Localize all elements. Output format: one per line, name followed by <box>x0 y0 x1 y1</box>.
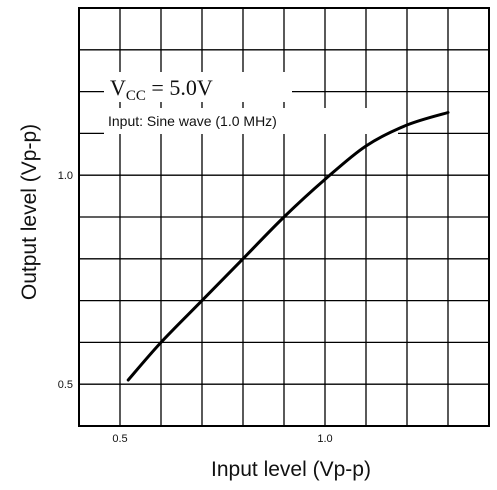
vcc-value: = 5.0V <box>146 75 213 100</box>
y-tick-labels: 0.5 1.0 <box>58 170 73 391</box>
input-condition-label: Input: Sine wave (1.0 MHz) <box>108 113 277 129</box>
plot-frame <box>78 7 490 427</box>
x-tick-label: 1.0 <box>317 433 332 445</box>
y-tick-label: 1.0 <box>58 170 73 182</box>
x-tick-label: 0.5 <box>112 433 127 445</box>
y-tick-label: 0.5 <box>58 379 73 391</box>
vcc-label-bg <box>104 72 292 102</box>
input-condition-bg <box>104 108 398 134</box>
vcc-label: VCC = 5.0V <box>110 75 213 104</box>
vcc-main: V <box>110 75 126 100</box>
x-axis-title: Input level (Vp-p) <box>211 458 371 481</box>
series-lines <box>126 111 450 382</box>
x-tick-labels: 0.5 1.0 <box>112 433 332 445</box>
y-axis-title: Output level (Vp-p) <box>18 124 41 300</box>
output-level-curve <box>126 111 450 382</box>
vcc-subscript: CC <box>126 88 146 104</box>
